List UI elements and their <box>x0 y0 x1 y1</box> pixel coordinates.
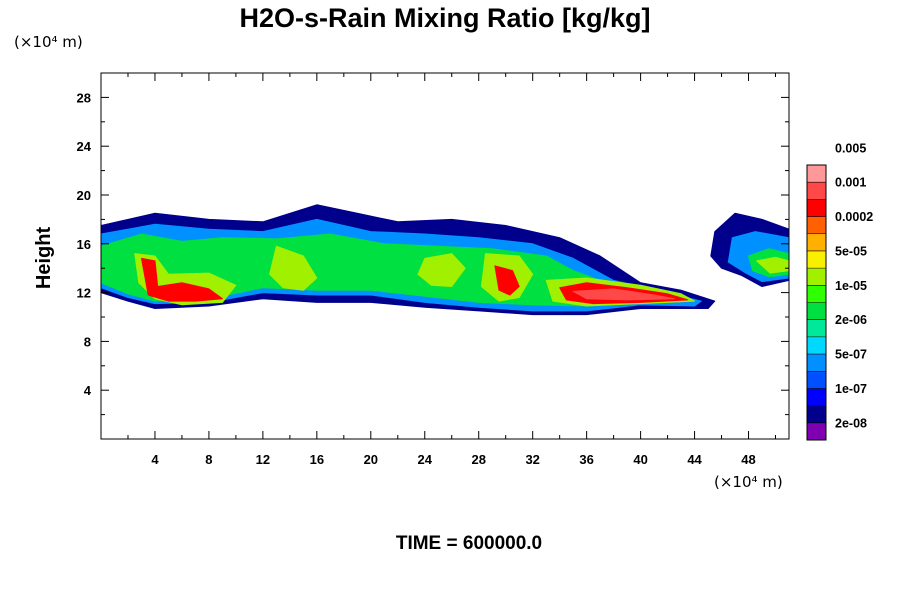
colorbar-swatch <box>807 336 826 355</box>
y-tick-label: 12 <box>77 286 91 301</box>
x-tick-label: 4 <box>151 452 159 467</box>
y-tick-label: 16 <box>77 237 91 252</box>
colorbar-label: 1e-05 <box>835 279 867 293</box>
contour-region-11 <box>572 288 675 301</box>
colorbar-swatch <box>807 319 826 338</box>
x-tick-label: 12 <box>256 452 270 467</box>
contour-region-5 <box>417 253 466 287</box>
x-tick-label: 16 <box>310 452 324 467</box>
colorbar-label: 5e-07 <box>835 348 867 362</box>
colorbar-label: 2e-08 <box>835 416 867 430</box>
x-tick-label: 48 <box>741 452 755 467</box>
colorbar-label: 1e-07 <box>835 382 867 396</box>
x-tick-label: 32 <box>525 452 539 467</box>
y-tick-label: 28 <box>77 90 91 105</box>
time-label: TIME = 600000.0 <box>396 533 542 554</box>
x-tick-label: 44 <box>687 452 702 467</box>
colorbar-swatch <box>807 371 826 389</box>
colorbar-swatch <box>807 165 826 183</box>
x-tick-label: 24 <box>418 452 433 467</box>
colorbar-labels: 2e-08 1e-07 5e-07 2e-06 1e-05 5e-05 0.0002 0.00… <box>835 141 873 430</box>
contour-region-8 <box>141 257 223 302</box>
mixing-ratio-field <box>101 204 789 316</box>
colorbar-swatch <box>807 216 826 235</box>
y-axis-unit: (×10⁴ m) <box>14 33 83 51</box>
y-tick-label: 24 <box>77 139 92 154</box>
y-tick-labels: 4 8 12 16 20 24 28 <box>77 90 92 398</box>
colorbar-swatch <box>807 199 826 217</box>
y-axis-label: Height <box>33 227 55 290</box>
colorbar-swatch <box>807 405 826 424</box>
contour-region-9 <box>494 265 520 296</box>
colorbar-label: 5e-05 <box>835 244 867 258</box>
colorbar-label: 2e-06 <box>835 313 867 327</box>
x-axis-unit: (×10⁴ m) <box>714 473 783 491</box>
x-tick-label: 8 <box>205 452 212 467</box>
colorbar-swatch <box>807 302 826 320</box>
colorbar-swatch <box>807 268 826 286</box>
contour-region-4 <box>269 245 318 291</box>
axis-ticks <box>101 73 789 439</box>
x-tick-labels: 4 8 12 16 20 24 28 32 36 40 44 48 <box>151 452 755 467</box>
x-tick-label: 20 <box>364 452 378 467</box>
colorbar-swatch <box>807 182 826 200</box>
colorbar-swatch <box>807 250 826 269</box>
x-tick-label: 28 <box>471 452 485 467</box>
colorbar-swatch <box>807 285 826 303</box>
colorbar-label: 0.0002 <box>835 210 873 224</box>
colorbar-swatch <box>807 388 826 406</box>
x-tick-label: 36 <box>579 452 593 467</box>
y-tick-label: 8 <box>84 334 91 349</box>
y-tick-label: 20 <box>77 188 91 203</box>
colorbar-swatch <box>807 354 826 372</box>
y-tick-label: 4 <box>84 383 92 398</box>
plot-frame <box>100 72 790 440</box>
colorbar-label: 0.005 <box>835 141 866 155</box>
colorbar-swatch <box>807 422 826 441</box>
x-tick-label: 40 <box>633 452 647 467</box>
colorbar-label: 0.001 <box>835 176 866 190</box>
contour-region-15 <box>756 256 789 274</box>
chart-title: H2O-s-Rain Mixing Ratio [kg/kg] <box>239 3 650 33</box>
colorbar-swatch <box>807 233 826 252</box>
colorbar <box>806 164 827 441</box>
